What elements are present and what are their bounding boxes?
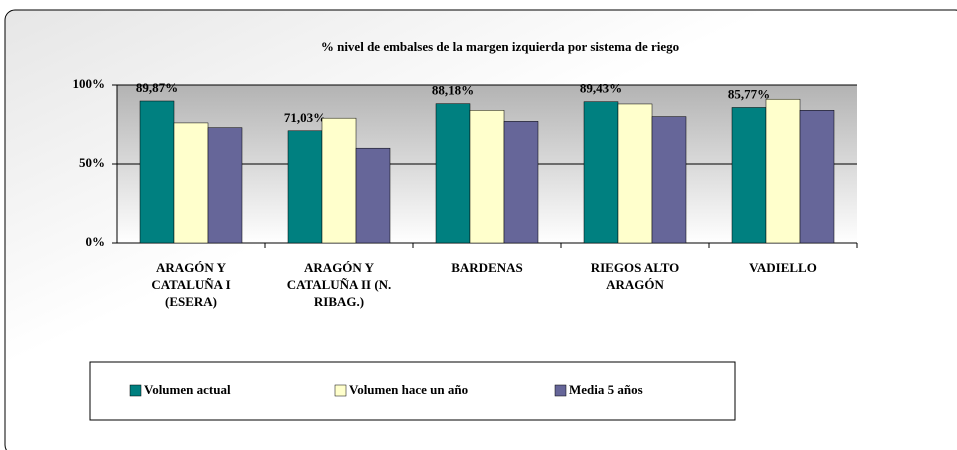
bar xyxy=(321,117,357,244)
legend-swatch xyxy=(129,384,142,397)
data-label: 71,03% xyxy=(284,110,326,125)
bar xyxy=(355,147,391,244)
legend-swatch xyxy=(554,384,567,397)
chart-title: % nivel de embalses de la margen izquier… xyxy=(321,39,679,54)
bar xyxy=(617,103,653,244)
bar xyxy=(287,130,323,244)
y-tick-label: 50% xyxy=(79,155,105,170)
data-label: 88,18% xyxy=(432,83,474,98)
bar xyxy=(435,103,471,244)
bar xyxy=(583,101,619,244)
x-tick-label: VADIELLO xyxy=(749,260,817,275)
bar xyxy=(765,98,801,244)
bar xyxy=(503,121,539,244)
x-tick-label: BARDENAS xyxy=(451,260,523,275)
data-label: 85,77% xyxy=(728,86,770,101)
x-tick-label: ARAGÓN Y CATALUÑA II (N. RIBAG.) xyxy=(286,260,392,309)
bar xyxy=(651,116,687,244)
bar xyxy=(469,110,505,244)
y-tick-label: 0% xyxy=(86,234,106,249)
bar xyxy=(139,100,175,244)
legend-swatch xyxy=(334,384,347,397)
bar xyxy=(207,127,243,244)
legend-label: Volumen hace un año xyxy=(349,382,468,397)
x-tick-label: ARAGÓN Y CATALUÑA I (ESERA) xyxy=(151,260,231,309)
bar xyxy=(799,110,835,244)
x-tick-label: RIEGOS ALTO ARAGÓN xyxy=(590,260,680,292)
bar xyxy=(731,107,767,244)
legend-label: Media 5 años xyxy=(569,382,643,397)
y-tick-label: 100% xyxy=(73,76,106,91)
legend xyxy=(89,361,736,421)
data-label: 89,87% xyxy=(136,80,178,95)
legend-label: Volumen actual xyxy=(144,382,231,397)
bar xyxy=(173,122,209,244)
data-label: 89,43% xyxy=(580,81,622,96)
